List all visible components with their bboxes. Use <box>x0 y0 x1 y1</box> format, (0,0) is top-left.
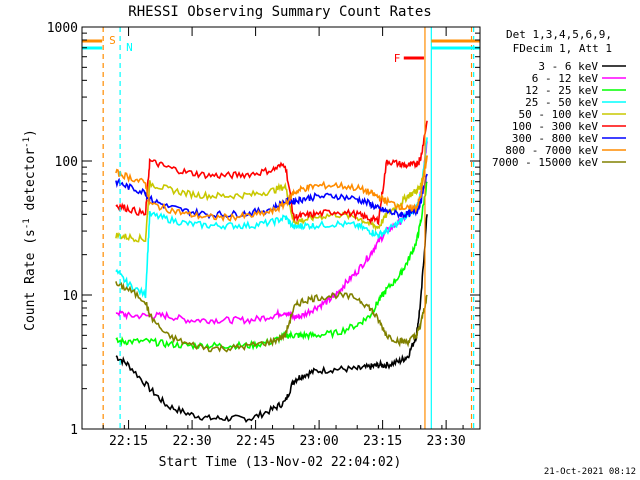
x-axis-label: Start Time (13-Nov-02 22:04:02) <box>159 455 402 470</box>
x-tick-label: 23:15 <box>363 434 402 449</box>
chart-title: RHESSI Observing Summary Count Rates <box>128 4 431 20</box>
x-tick-label: 22:30 <box>173 434 212 449</box>
x-tick-label: 23:00 <box>300 434 339 449</box>
series-line <box>115 120 428 226</box>
flag-label: S <box>109 34 116 47</box>
series-line <box>115 214 428 424</box>
series-line <box>115 155 428 243</box>
plot-area: F SN <box>81 26 481 430</box>
flag-label: F <box>394 52 401 65</box>
x-tick-label: 22:45 <box>236 434 275 449</box>
flag-label: N <box>126 41 133 54</box>
legend-label: 3 - 6 keV <box>538 60 598 73</box>
legend-header: FDecim 1, Att 1 <box>513 42 612 55</box>
y-axis-label: Count Rate (s-1 detector-1) <box>22 129 38 331</box>
legend-label: 25 - 50 keV <box>525 96 598 109</box>
series-line <box>115 173 428 220</box>
x-tick-label: 23:30 <box>427 434 466 449</box>
series-line <box>115 281 428 353</box>
y-axis: 1 10 100 1000 <box>47 21 480 438</box>
y-tick-label: 1000 <box>47 21 78 36</box>
plot-frame <box>81 26 481 430</box>
series-line <box>115 181 428 351</box>
legend-label: 50 - 100 keV <box>519 108 599 121</box>
series-line <box>115 137 428 299</box>
x-tick-label: 22:15 <box>109 434 148 449</box>
y-tick-label: 1 <box>70 423 78 438</box>
legend: Det 1,3,4,5,6,9,FDecim 1, Att 1 3 - 6 keV… <box>492 28 626 169</box>
x-axis: 22:15 22:30 22:45 23:00 23:15 23:30 <box>81 27 466 449</box>
legend-label: 6 - 12 keV <box>532 72 599 85</box>
legend-label: 800 - 7000 keV <box>505 144 598 157</box>
y-tick-label: 100 <box>55 155 78 170</box>
legend-label: 12 - 25 keV <box>525 84 598 97</box>
y-tick-label: 10 <box>62 289 78 304</box>
timestamp: 21-Oct-2021 08:12 <box>544 467 636 477</box>
series-line <box>115 155 428 223</box>
legend-header: Det 1,3,4,5,6,9, <box>506 28 612 41</box>
legend-label: 7000 - 15000 keV <box>492 156 598 169</box>
legend-label: 300 - 800 keV <box>512 132 598 145</box>
legend-label: 100 - 300 keV <box>512 120 598 133</box>
